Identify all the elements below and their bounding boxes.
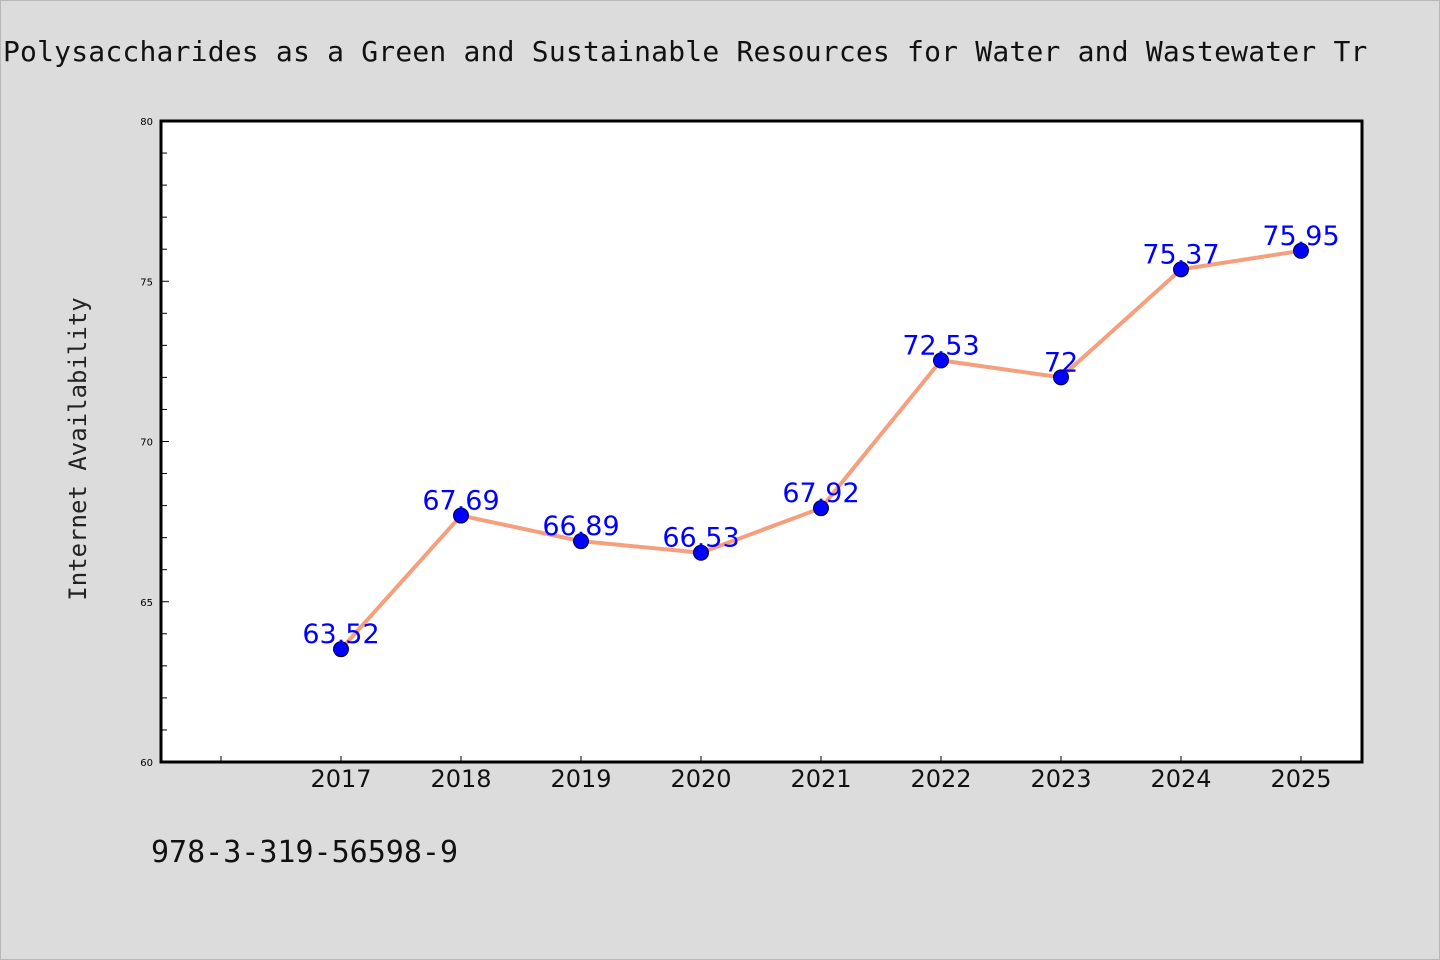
y-axis: 60 65 70 75 80 xyxy=(140,117,169,769)
data-point xyxy=(453,507,469,524)
series-line-group: 63.52 67.69 66.89 66.53 67.92 72.53 72 75.37 75.… xyxy=(302,221,1340,658)
x-tick-label: 2020 xyxy=(670,765,731,793)
data-label: 75.37 xyxy=(1142,239,1219,270)
y-tick-label: 60 xyxy=(140,758,153,769)
x-tick-label: 2018 xyxy=(430,765,491,793)
x-tick-label: 2017 xyxy=(310,765,371,793)
x-tick-label: 2024 xyxy=(1150,765,1211,793)
x-tick-label: 2021 xyxy=(790,765,851,793)
data-label: 72.53 xyxy=(902,330,979,361)
data-label: 66.89 xyxy=(542,511,619,542)
y-tick-label: 70 xyxy=(140,438,153,449)
x-tick-label: 2019 xyxy=(550,765,611,793)
data-label: 67.92 xyxy=(782,478,859,509)
data-point xyxy=(1053,369,1069,386)
isbn-text: 978-3-319-56598-9 xyxy=(151,835,459,870)
chart-title: Polysaccharides as a Green and Sustainab… xyxy=(3,35,1368,68)
x-axis: 2017 2018 2019 2020 2021 2022 2023 2024 2025 xyxy=(220,756,1332,793)
data-label: 72 xyxy=(1044,347,1078,378)
plot-area xyxy=(159,119,1364,764)
x-tick-label: 2023 xyxy=(1030,765,1091,793)
data-label: 75.95 xyxy=(1262,221,1339,252)
data-point xyxy=(933,352,949,369)
data-label: 66.53 xyxy=(662,523,739,554)
data-point xyxy=(693,544,709,561)
data-point xyxy=(1293,242,1309,259)
data-label: 67.69 xyxy=(422,486,499,517)
data-point xyxy=(813,500,829,517)
y-axis-label: Internet Availability xyxy=(64,297,92,601)
x-tick-label: 2025 xyxy=(1270,765,1331,793)
data-point xyxy=(573,533,589,550)
data-point xyxy=(1173,261,1189,278)
data-point xyxy=(333,641,349,658)
y-tick-label: 75 xyxy=(140,277,153,288)
y-tick-label: 65 xyxy=(140,598,153,609)
data-label: 63.52 xyxy=(302,619,379,650)
y-tick-label: 80 xyxy=(140,117,153,128)
x-tick-label: 2022 xyxy=(910,765,971,793)
